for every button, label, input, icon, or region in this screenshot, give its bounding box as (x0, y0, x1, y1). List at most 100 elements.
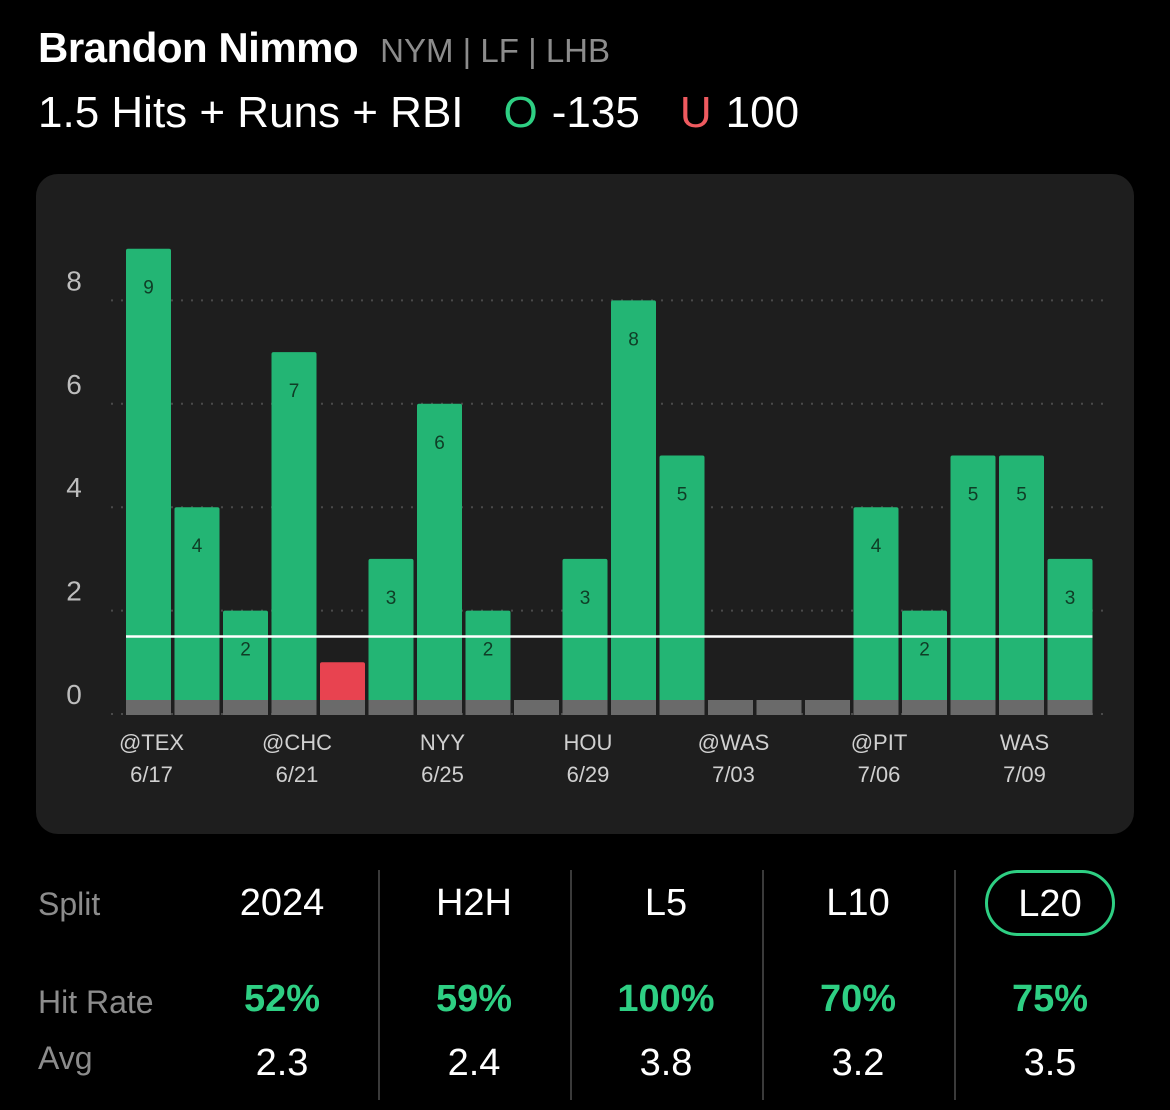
bar-baseline-stub (126, 700, 171, 715)
bar-baseline-stub (805, 700, 850, 715)
under-letter: U (679, 88, 712, 137)
bar-baseline-stub (174, 700, 220, 715)
split-tab[interactable]: H2H (435, 882, 513, 924)
bar-baseline-stub (320, 700, 365, 715)
under-odds-value: 100 (725, 88, 800, 137)
split-column-h2h[interactable]: H2H 59% 2.4 (379, 870, 569, 1110)
bar-baseline-stub (611, 700, 656, 715)
player-header: Brandon Nimmo NYM | LF | LHB 1.5 Hits + … (38, 24, 1140, 138)
avg-value: 3.5 (1023, 1042, 1077, 1084)
y-tick-label: 4 (66, 472, 82, 503)
chart-bar[interactable] (611, 300, 656, 714)
bar-value-label: 2 (483, 640, 494, 661)
chart-bar[interactable] (465, 610, 511, 714)
bar-value-label: 4 (871, 536, 882, 557)
split-tab[interactable]: L10 (826, 882, 890, 924)
chart-bar[interactable] (902, 610, 947, 714)
x-tick-team: WAS (1000, 730, 1049, 755)
over-letter: O (503, 88, 538, 137)
x-tick-team: @WAS (698, 730, 770, 755)
column-divider (570, 870, 572, 1100)
x-tick-date: 6/29 (567, 762, 610, 787)
prop-line: 1.5 Hits + Runs + RBI (38, 88, 464, 137)
chart-bar[interactable] (126, 248, 171, 714)
over-odds[interactable]: O -135 (504, 88, 640, 138)
bar-baseline-stub (756, 700, 802, 715)
over-odds-value: -135 (551, 88, 640, 137)
prop-row: 1.5 Hits + Runs + RBI O -135 U 100 (38, 88, 1140, 138)
bar-value-label: 3 (580, 588, 591, 609)
chart-bar[interactable] (950, 455, 996, 715)
bar-value-label: 3 (1065, 588, 1076, 609)
player-name-row: Brandon Nimmo NYM | LF | LHB (38, 24, 1140, 72)
x-tick-team: HOU (564, 730, 613, 755)
x-tick-date: 7/09 (1003, 762, 1046, 787)
under-odds[interactable]: U 100 (680, 88, 799, 138)
split-stats-table: Split Hit Rate Avg 2024 52% 2.3 H2H 59% 2.4 L5… (0, 870, 1170, 1110)
split-tab-active[interactable]: L20 (985, 870, 1115, 936)
bar-baseline-stub (708, 700, 753, 715)
column-divider (762, 870, 764, 1100)
split-column-l5[interactable]: L5 100% 3.8 (571, 870, 761, 1110)
column-divider (378, 870, 380, 1100)
bar-baseline-stub (562, 700, 608, 715)
bar-value-label: 5 (968, 485, 979, 506)
chart-bar[interactable] (853, 507, 899, 714)
avg-value: 3.2 (831, 1042, 885, 1084)
bar-value-label: 2 (919, 640, 930, 661)
bar-baseline-stub (902, 700, 947, 715)
bar-value-label: 3 (386, 588, 397, 609)
chart-bar[interactable] (174, 507, 220, 714)
y-tick-label: 8 (66, 265, 82, 296)
bar-baseline-stub (223, 700, 268, 715)
chart-bar[interactable] (999, 455, 1044, 715)
bar-baseline-stub (417, 700, 462, 715)
player-name: Brandon Nimmo (38, 24, 359, 71)
player-meta: NYM | LF | LHB (380, 32, 611, 69)
bar-baseline-stub (950, 700, 996, 715)
split-column-l20[interactable]: L20 75% 3.5 (955, 870, 1145, 1110)
x-tick-date: 7/03 (712, 762, 755, 787)
bar-value-label: 4 (192, 536, 203, 557)
chart-bar[interactable] (223, 610, 268, 714)
bar-value-label: 9 (143, 278, 154, 299)
split-column-2024[interactable]: 2024 52% 2.3 (187, 870, 377, 1110)
bar-baseline-stub (271, 700, 317, 715)
bar-value-label: 6 (434, 433, 445, 454)
avg-value: 2.3 (255, 1042, 309, 1084)
hit-rate-value: 75% (1011, 978, 1089, 1020)
bar-baseline-stub (1047, 700, 1093, 715)
bar-baseline-stub (999, 700, 1044, 715)
bar-value-label: 5 (1016, 485, 1027, 506)
split-tab[interactable]: L5 (644, 882, 688, 924)
chart-bar[interactable] (271, 352, 317, 714)
y-tick-label: 2 (66, 576, 82, 607)
x-tick-team: @PIT (851, 730, 908, 755)
bar-baseline-stub (465, 700, 511, 715)
x-tick-team: NYY (420, 730, 466, 755)
column-divider (954, 870, 956, 1100)
x-tick-date: 6/17 (130, 762, 173, 787)
avg-row-label: Avg (38, 1040, 93, 1076)
chart-bar[interactable] (659, 455, 705, 715)
x-tick-date: 6/25 (421, 762, 464, 787)
split-tab[interactable]: 2024 (239, 882, 325, 924)
hit-rate-row-label: Hit Rate (38, 984, 154, 1020)
bar-value-label: 2 (240, 640, 251, 661)
bar-baseline-stub (514, 700, 559, 715)
game-log-chart: 0 2 4 6 8 9 4 2 7 3 6 2 3 8 5 4 2 5 5 3 @TEX 6/17 @CHC 6/21 NYY 6… (66, 248, 1104, 787)
x-tick-date: 7/06 (858, 762, 901, 787)
split-row-label: Split (38, 886, 101, 922)
x-tick-team: @TEX (119, 730, 184, 755)
hit-rate-value: 52% (243, 978, 321, 1020)
split-column-l10[interactable]: L10 70% 3.2 (763, 870, 953, 1110)
y-tick-label: 0 (66, 679, 82, 710)
avg-value: 2.4 (447, 1042, 501, 1084)
game-log-chart-card: 0 2 4 6 8 9 4 2 7 3 6 2 3 8 5 4 2 5 5 3 @TEX 6/17 @CHC 6/21 NYY 6… (36, 174, 1134, 834)
bar-value-label: 5 (677, 485, 688, 506)
hit-rate-value: 59% (435, 978, 513, 1020)
bar-baseline-stub (853, 700, 899, 715)
bar-value-label: 7 (289, 381, 300, 402)
bar-baseline-stub (659, 700, 705, 715)
avg-value: 3.8 (639, 1042, 693, 1084)
